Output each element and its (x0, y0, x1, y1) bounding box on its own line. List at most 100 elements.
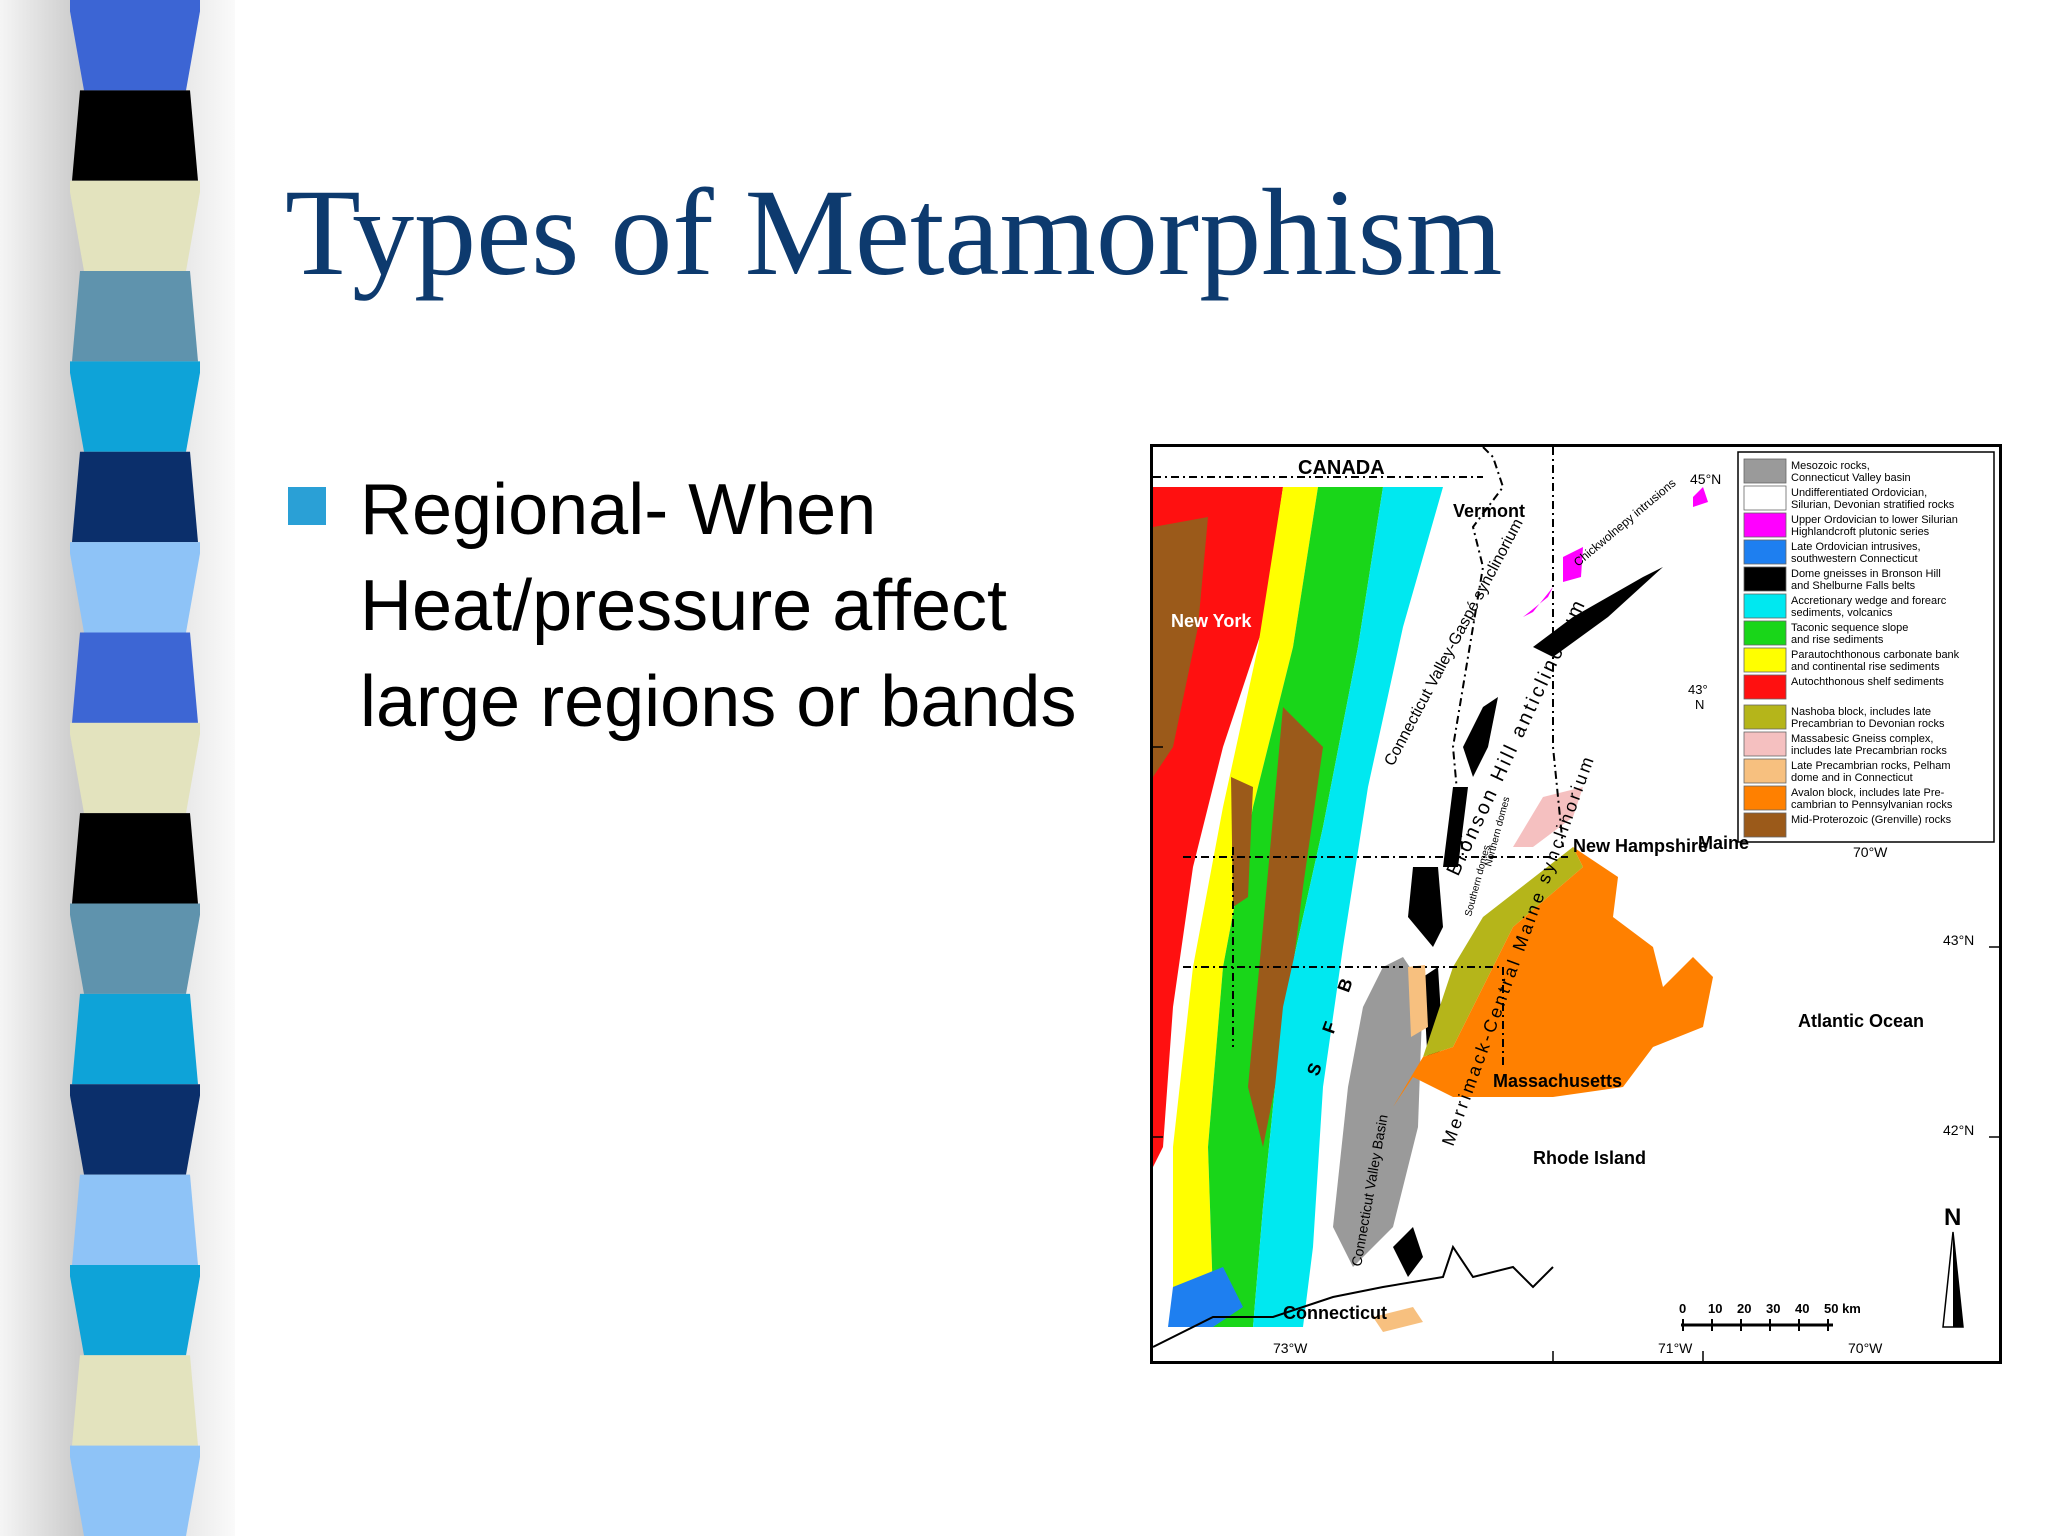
decorative-color-bar (70, 0, 200, 1536)
lon-70-top-label: 70°W (1853, 844, 1888, 860)
decor-band (72, 451, 198, 543)
legend-swatch (1743, 731, 1787, 757)
legend-label: Dome gneisses in Bronson Hill (1791, 568, 1941, 580)
svg-text:N: N (1944, 1204, 1961, 1231)
legend-item: Undifferentiated Ordovician,Silurian, De… (1743, 485, 1955, 511)
north-arrow-icon: N (1942, 1204, 1964, 1328)
legend-label: Late Precambrian rocks, Pelham (1791, 760, 1951, 772)
decor-band (70, 361, 200, 452)
legend-item: Nashoba block, includes latePrecambrian … (1743, 704, 1945, 730)
legend-swatch (1743, 704, 1787, 730)
legend-label: Nashoba block, includes late (1791, 706, 1931, 718)
massachusetts-label: Massachusetts (1493, 1071, 1622, 1091)
legend-label: Precambrian to Devonian rocks (1791, 718, 1945, 730)
bullet-square-icon (288, 487, 326, 525)
scale-tick-label: 40 (1795, 1301, 1809, 1316)
geologic-map: Mesozoic rocks, Connecticut Valley basin U… (1150, 444, 2002, 1364)
legend-label: and rise sediments (1791, 634, 1884, 646)
legend-label: Undifferentiated Ordovician, (1791, 487, 1927, 499)
vermont-label: Vermont (1453, 501, 1525, 521)
scale-tick-label: 0 (1679, 1301, 1686, 1316)
legend-swatch (1743, 647, 1787, 673)
legend-label: dome and in Connecticut (1791, 772, 1913, 784)
maine-label: Maine (1698, 833, 1749, 853)
legend-swatch (1743, 458, 1787, 484)
chickwolnepy-label: Chickwolnepy intrusions (1571, 476, 1679, 569)
lat-43-upper-n-label: N (1695, 697, 1704, 712)
lon-71-label: 71°W (1658, 1340, 1693, 1356)
legend-swatch (1743, 758, 1787, 784)
scale-tick-label: 30 (1766, 1301, 1780, 1316)
decor-band (72, 813, 198, 904)
decor-band (70, 1264, 200, 1356)
canada-label: CANADA (1298, 457, 1385, 479)
legend-swatch (1743, 485, 1787, 511)
legend-swatch (1743, 620, 1787, 646)
lat-45-label: 45°N (1690, 471, 1721, 487)
decor-band (70, 542, 200, 633)
new-york-label: New York (1171, 611, 1252, 631)
decor-band (70, 903, 200, 994)
decor-band (70, 1445, 200, 1536)
map-geology (1153, 487, 1713, 1332)
legend-swatch (1743, 812, 1787, 838)
scale-bar: 0 10 20 30 40 50 km (1679, 1301, 1861, 1331)
decor-band (72, 271, 198, 362)
legend-label: Late Ordovician intrusives, (1791, 541, 1921, 553)
map-grid-ticks (1153, 746, 1999, 1361)
decor-band (72, 993, 198, 1085)
decor-band (70, 722, 200, 814)
legend-label: Taconic sequence slope (1791, 622, 1908, 634)
slide-title: Types of Metamorphism (285, 164, 1503, 301)
legend-item: Upper Ordovician to lower SilurianHighla… (1743, 512, 1958, 538)
legend-swatch (1743, 674, 1787, 700)
scale-tick-label: 20 (1737, 1301, 1751, 1316)
legend-label: cambrian to Pennsylvanian rocks (1791, 799, 1953, 811)
lat-43-label: 43°N (1943, 932, 1974, 948)
legend-label: Silurian, Devonian stratified rocks (1791, 499, 1955, 511)
legend-label: Autochthonous shelf sediments (1791, 676, 1944, 688)
connecticut-label: Connecticut (1283, 1303, 1387, 1323)
decor-band (72, 1355, 198, 1446)
legend-swatch (1743, 512, 1787, 538)
legend-label: and Shelburne Falls belts (1791, 580, 1916, 592)
legend-item: Mesozoic rocks,Connecticut Valley basin (1743, 458, 1911, 484)
scale-tick-label: 10 (1708, 1301, 1722, 1316)
scale-tick-label: 50 km (1824, 1301, 1861, 1316)
lat-43-upper-label: 43° (1688, 682, 1708, 697)
legend-swatch (1743, 539, 1787, 565)
legend-label: Upper Ordovician to lower Silurian (1791, 514, 1958, 526)
legend-label: Highlandcroft plutonic series (1791, 526, 1930, 538)
decor-band (72, 632, 198, 723)
legend-label: Parautochthonous carbonate bank (1791, 649, 1960, 661)
decor-band (72, 1174, 198, 1265)
lon-70-bottom-label: 70°W (1848, 1340, 1883, 1356)
rhode-island-label: Rhode Island (1533, 1148, 1646, 1168)
legend-label: Connecticut Valley basin (1791, 472, 1911, 484)
legend-label: southwestern Connecticut (1791, 553, 1918, 565)
atlantic-ocean-label: Atlantic Ocean (1798, 1011, 1924, 1031)
decor-band (72, 90, 198, 181)
legend-label: Avalon block, includes late Pre- (1791, 787, 1945, 799)
legend-swatch (1743, 593, 1787, 619)
legend-item: Massabesic Gneiss complex,includes late … (1743, 731, 1947, 757)
map-boundaries (1153, 447, 1568, 1067)
legend-label: sediments, volcanics (1791, 607, 1893, 619)
decor-band (70, 0, 200, 91)
new-hampshire-label: New Hampshire (1573, 836, 1708, 856)
legend-swatch (1743, 566, 1787, 592)
decor-band (70, 180, 200, 272)
legend-label: Mesozoic rocks, (1791, 460, 1870, 472)
legend-label: Accretionary wedge and forearc (1791, 595, 1947, 607)
legend-swatch (1743, 785, 1787, 811)
bullet-text: Regional- When Heat/pressure affect larg… (360, 470, 1077, 742)
decor-band (70, 1084, 200, 1175)
legend-label: and continental rise sediments (1791, 661, 1940, 673)
legend-label: Mid-Proterozoic (Grenville) rocks (1791, 814, 1952, 826)
legend-item: Late Ordovician intrusives,southwestern … (1743, 539, 1921, 565)
legend-item: Mid-Proterozoic (Grenville) rocks (1743, 812, 1952, 838)
legend-label: Massabesic Gneiss complex, (1791, 733, 1933, 745)
